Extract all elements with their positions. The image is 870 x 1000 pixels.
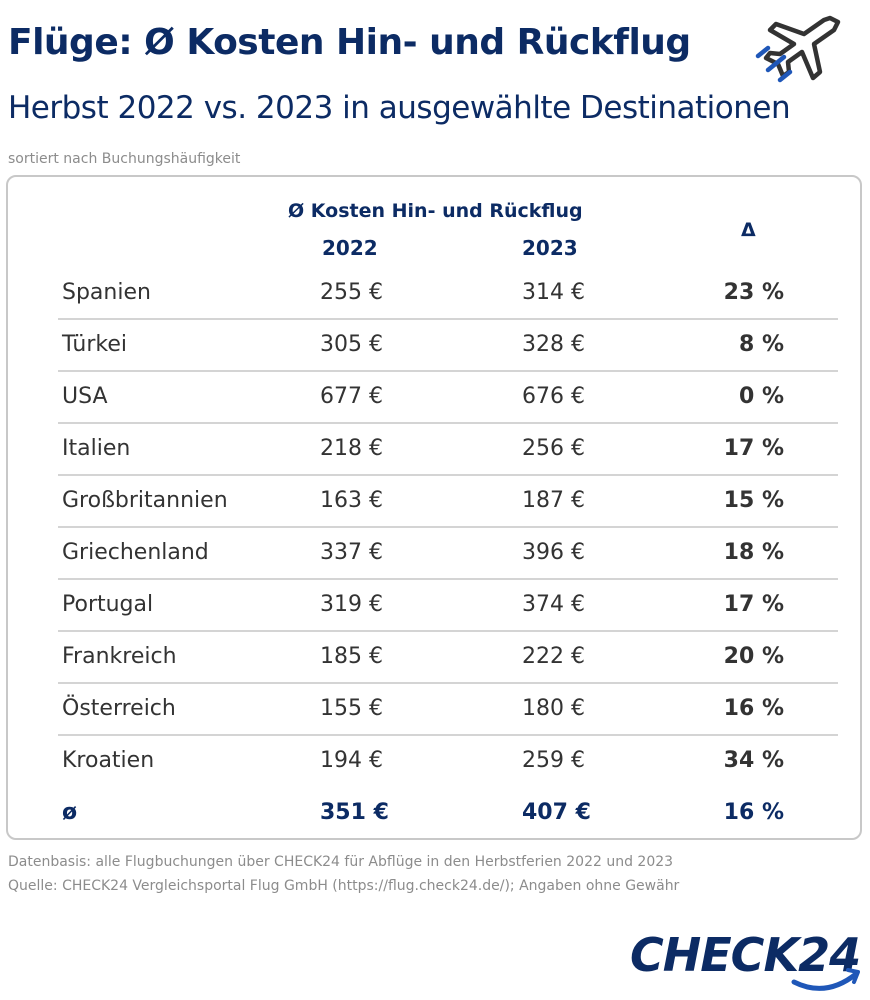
airplane-icon: [755, 15, 841, 83]
value-2023-cell: 374 €: [522, 592, 585, 617]
table-row: Kroatien 194 € 259 € 34 %: [58, 736, 838, 788]
country-cell: Griechenland: [62, 540, 209, 565]
value-2022-cell: 185 €: [320, 644, 383, 669]
delta-cell: 18 %: [723, 540, 784, 565]
table-row: Österreich 155 € 180 € 16 %: [58, 684, 838, 736]
delta-cell: 17 %: [723, 436, 784, 461]
table-row: Frankreich 185 € 222 € 20 %: [58, 632, 838, 684]
table-panel: [6, 175, 862, 840]
delta-cell: 15 %: [723, 488, 784, 513]
country-cell: USA: [62, 384, 108, 409]
country-cell: Portugal: [62, 592, 154, 617]
country-cell: Türkei: [62, 332, 128, 357]
value-2023-cell: 328 €: [522, 332, 585, 357]
page-subtitle: Herbst 2022 vs. 2023 in ausgewählte Dest…: [8, 90, 791, 126]
value-2022-cell: 194 €: [320, 748, 383, 773]
value-2022-cell: 163 €: [320, 488, 383, 513]
value-2023-cell: 180 €: [522, 696, 585, 721]
delta-cell: 16 %: [723, 696, 784, 721]
value-2022-cell: 255 €: [320, 280, 383, 305]
page-title: Flüge: Ø Kosten Hin- und Rückflug: [8, 22, 691, 63]
column-header-delta: Δ: [741, 219, 756, 241]
table-row: Großbritannien 163 € 187 € 15 %: [58, 476, 838, 528]
country-cell: Kroatien: [62, 748, 155, 773]
table-row: USA 677 € 676 € 0 %: [58, 372, 838, 424]
average-label: ø: [62, 800, 78, 825]
value-2022-cell: 351 €: [320, 800, 389, 825]
value-2023-cell: 396 €: [522, 540, 585, 565]
value-2023-cell: 314 €: [522, 280, 585, 305]
delta-cell: 16 %: [723, 800, 784, 825]
value-2022-cell: 319 €: [320, 592, 383, 617]
check24-logo: CHECK24: [630, 928, 861, 982]
table-row: Türkei 305 € 328 € 8 %: [58, 320, 838, 372]
value-2023-cell: 259 €: [522, 748, 585, 773]
country-cell: Frankreich: [62, 644, 177, 669]
delta-cell: 0 %: [738, 384, 784, 409]
value-2023-cell: 256 €: [522, 436, 585, 461]
value-2022-cell: 305 €: [320, 332, 383, 357]
delta-cell: 23 %: [723, 280, 784, 305]
value-2023-cell: 676 €: [522, 384, 585, 409]
country-cell: Spanien: [62, 280, 151, 305]
value-2023-cell: 187 €: [522, 488, 585, 513]
column-group-header: Ø Kosten Hin- und Rückflug: [288, 200, 583, 222]
table-row-average: ø 351 € 407 € 16 %: [58, 788, 838, 840]
table-row: Spanien 255 € 314 € 23 %: [58, 268, 838, 320]
footer-source: Quelle: CHECK24 Vergleichsportal Flug Gm…: [8, 878, 680, 894]
country-cell: Italien: [62, 436, 131, 461]
value-2022-cell: 337 €: [320, 540, 383, 565]
delta-cell: 17 %: [723, 592, 784, 617]
country-cell: Großbritannien: [62, 488, 228, 513]
value-2022-cell: 677 €: [320, 384, 383, 409]
value-2022-cell: 155 €: [320, 696, 383, 721]
value-2023-cell: 222 €: [522, 644, 585, 669]
table-row: Italien 218 € 256 € 17 %: [58, 424, 838, 476]
delta-cell: 8 %: [738, 332, 784, 357]
column-header-2022: 2022: [322, 236, 378, 260]
sort-note: sortiert nach Buchungshäufigkeit: [8, 151, 241, 167]
table-row: Portugal 319 € 374 € 17 %: [58, 580, 838, 632]
footer-data-basis: Datenbasis: alle Flugbuchungen über CHEC…: [8, 854, 674, 870]
column-header-2023: 2023: [522, 236, 578, 260]
value-2023-cell: 407 €: [522, 800, 591, 825]
country-cell: Österreich: [62, 696, 176, 721]
delta-cell: 20 %: [723, 644, 784, 669]
table-row: Griechenland 337 € 396 € 18 %: [58, 528, 838, 580]
value-2022-cell: 218 €: [320, 436, 383, 461]
delta-cell: 34 %: [723, 748, 784, 773]
logo-swoosh-icon: [791, 968, 860, 991]
